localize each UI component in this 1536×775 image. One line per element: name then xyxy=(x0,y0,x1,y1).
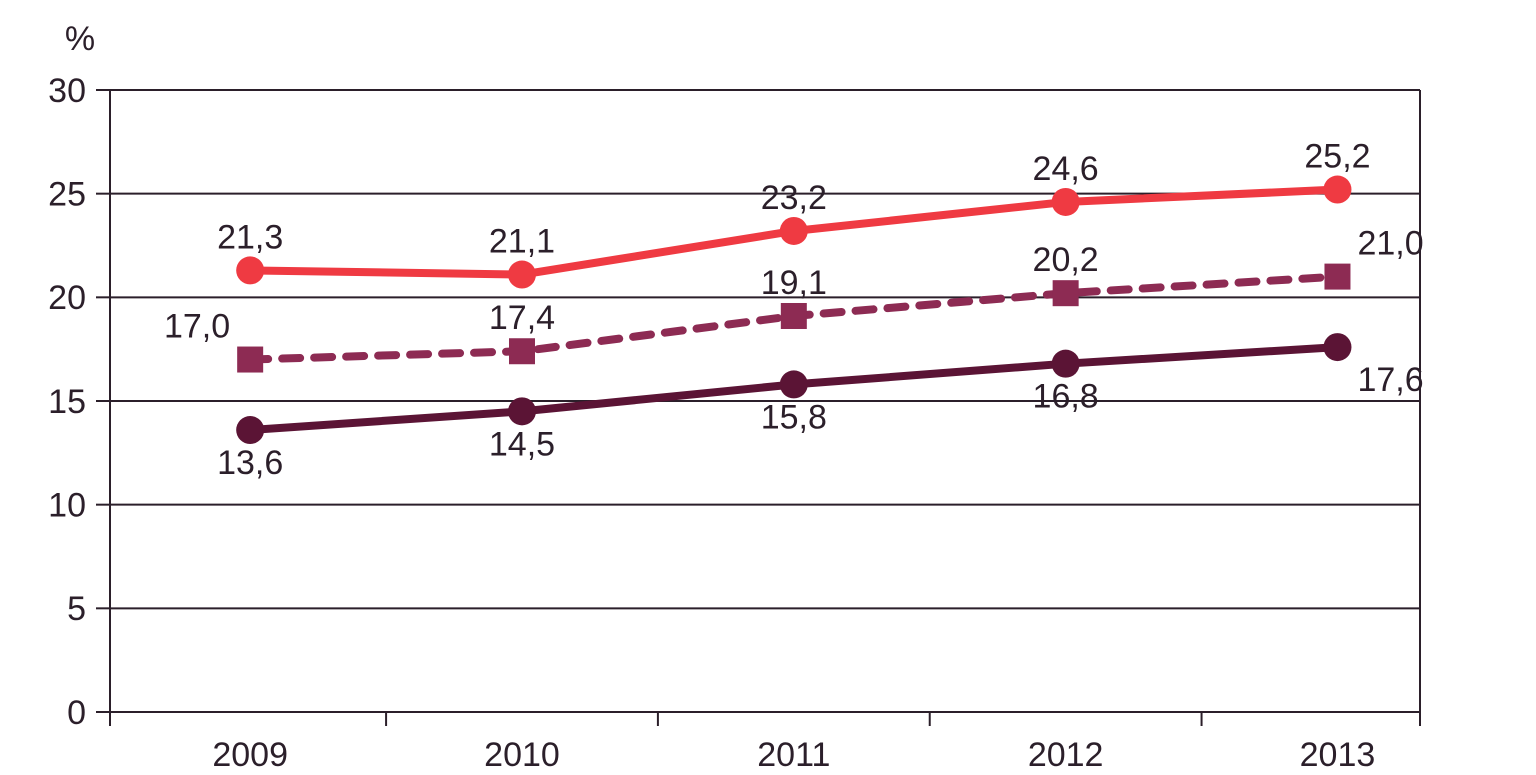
series-mid-data-label: 19,1 xyxy=(761,264,827,302)
series-mid-marker xyxy=(1324,264,1350,290)
series-bottom-marker xyxy=(508,397,536,425)
series-top-data-label: 25,2 xyxy=(1304,138,1370,176)
series-top-data-label: 21,3 xyxy=(217,218,283,256)
line-chart: 0 5 10 15 20 25 30% 2009 2010 2011 2012 2013 21,3 21,… xyxy=(0,0,1536,775)
series-top-marker xyxy=(1052,188,1080,216)
series-bottom-data-label: 16,8 xyxy=(1033,378,1099,416)
series-top-marker xyxy=(236,256,264,284)
series-bottom-data-label: 17,6 xyxy=(1357,361,1423,399)
series-top-marker xyxy=(508,261,536,289)
series-top-data-label: 24,6 xyxy=(1033,150,1099,188)
series-bottom-marker xyxy=(1052,350,1080,378)
y-tick-label: 25 xyxy=(48,176,86,214)
y-tick-label: 15 xyxy=(48,383,86,421)
series-bottom-data-label: 13,6 xyxy=(217,444,283,482)
series-top-data-label: 21,1 xyxy=(489,223,555,261)
series-mid-marker xyxy=(1053,280,1079,306)
x-tick-label: 2009 xyxy=(212,736,288,774)
series-mid-marker xyxy=(509,338,535,364)
x-tick-label: 2011 xyxy=(757,736,830,774)
y-tick-label: 10 xyxy=(48,487,86,525)
series-mid-marker xyxy=(781,303,807,329)
y-tick-label: 5 xyxy=(67,590,86,628)
series-mid-data-label: 21,0 xyxy=(1357,225,1423,263)
y-tick-label: 30 xyxy=(48,72,86,110)
x-tick-label: 2010 xyxy=(484,736,560,774)
x-tick-label: 2012 xyxy=(1028,736,1104,774)
series-mid-marker xyxy=(237,347,263,373)
series-bottom-data-label: 14,5 xyxy=(489,425,555,463)
y-tick-label: 0 xyxy=(67,694,86,732)
series-mid-data-label: 20,2 xyxy=(1033,241,1099,279)
series-top-marker xyxy=(780,217,808,245)
series-mid-data-label: 17,4 xyxy=(489,299,555,337)
series-top-data-label: 23,2 xyxy=(761,179,827,217)
series-bottom-data-label: 15,8 xyxy=(761,398,827,436)
series-bottom-marker xyxy=(236,416,264,444)
series-top-marker xyxy=(1323,176,1351,204)
y-tick-label: 20 xyxy=(48,279,86,317)
series-mid-data-label: 17,0 xyxy=(164,308,230,346)
x-tick-label: 2013 xyxy=(1300,736,1376,774)
y-axis-title: % xyxy=(65,20,95,58)
series-bottom-marker xyxy=(780,370,808,398)
series-bottom-marker xyxy=(1323,333,1351,361)
